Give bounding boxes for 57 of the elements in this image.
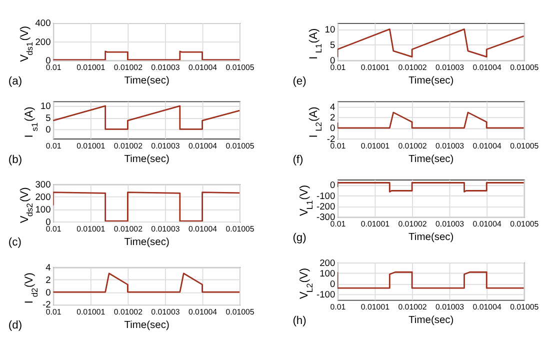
y-tick-label: 10 (324, 24, 336, 34)
y-tick-label: 0 (46, 216, 51, 227)
x-axis-title: Time(sec) (124, 320, 170, 331)
y-tick-label: 0 (330, 180, 336, 190)
line-series (337, 28, 524, 58)
y-axis-title: Is1(A) (24, 106, 40, 138)
y-tick-label: 200 (35, 36, 51, 47)
line-series (53, 105, 240, 130)
y-axis-title: VL1(V) (298, 184, 314, 216)
line-series (337, 112, 524, 129)
text: (g) (292, 232, 307, 244)
line-series (337, 182, 524, 193)
y-tick-label: 0 (330, 279, 336, 290)
x-axis-title: Time(sec) (408, 315, 454, 326)
y-axis-title: Vds1(V) (18, 26, 35, 62)
y-tick-label: -100 (316, 290, 336, 300)
y-tick-label: 5 (46, 112, 51, 123)
y-tick-label: 400 (35, 18, 51, 28)
y-tick-label: 10 (40, 101, 51, 112)
y-tick-label: 0 (46, 56, 51, 66)
x-axis-title: Time(sec) (408, 154, 454, 165)
y-tick-label: 0 (330, 123, 336, 134)
x-axis-title: Time(sec) (124, 154, 170, 165)
text: (h) (292, 315, 307, 328)
y-axis-title: VL2(V) (298, 268, 314, 300)
y-tick-label: -200 (316, 201, 336, 212)
y-axis-title: IL1(A) (308, 28, 324, 60)
y-tick-label: 2 (46, 274, 51, 285)
y-tick-label: 300 (35, 179, 51, 190)
y-tick-label: 100 (35, 204, 51, 214)
y-tick-label: 2 (330, 112, 336, 122)
y-tick-label: 200 (320, 258, 336, 268)
text: (f) (292, 154, 304, 166)
y-tick-label: -2 (326, 134, 336, 144)
y-axis-title: IL2(A) (308, 106, 324, 138)
text: (a) (8, 75, 22, 88)
y-tick-label: -300 (316, 212, 336, 222)
y-tick-label: 200 (35, 192, 51, 202)
text: (c) (8, 236, 22, 249)
x-axis-title: Time(sec) (408, 76, 454, 87)
y-tick-label: -2 (42, 300, 51, 310)
y-tick-label: 5 (330, 40, 336, 50)
y-axis-title: Vds2(V) (18, 186, 35, 224)
y-tick-label: 0 (330, 56, 336, 66)
y-axis-title: Id2(V) (24, 272, 40, 304)
y-tick-label: 4 (46, 262, 51, 272)
text: (e) (292, 75, 307, 88)
y-tick-label: 0 (46, 287, 51, 298)
y-tick-label: 0 (46, 124, 51, 134)
y-tick-label: 100 (320, 268, 336, 278)
x-axis-title: Time(sec) (124, 76, 170, 87)
text: (b) (8, 154, 22, 166)
x-axis-title: Time(sec) (408, 232, 454, 244)
text: (d) (8, 320, 22, 332)
y-tick-label: -100 (316, 190, 336, 201)
y-tick-label: 4 (330, 102, 336, 112)
x-axis-title: Time(sec) (124, 236, 170, 248)
